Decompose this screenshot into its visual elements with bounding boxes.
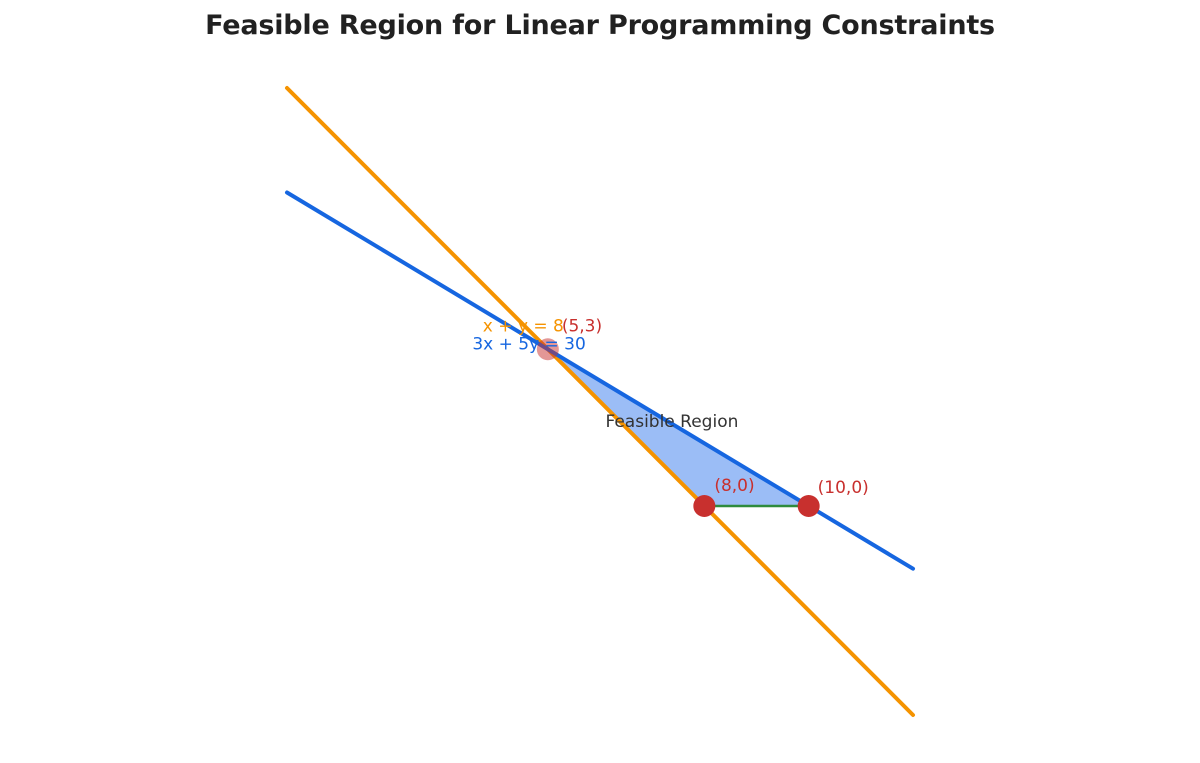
point-label-3: (10,0) [818,478,869,498]
vertex-point-3 [797,495,820,517]
constraint-lines-layer [285,86,915,717]
point-label-2: (8,0) [714,476,754,496]
line-label-2: 3x + 5y = 30 [472,334,586,354]
vertex-point-2 [693,495,716,517]
vertex-point-1 [536,338,559,361]
vertex-points-layer [536,338,820,517]
region-label: Feasible Region [605,412,738,432]
line-label-1: x + y = 8 [483,316,564,336]
constraint-line-2 [285,190,915,571]
chart-title: Feasible Region for Linear Programming C… [205,10,995,41]
constraint-line-1 [285,86,915,717]
labels-layer: x + y = 83x + 5y = 30(5,3) (8,0) (10,0) Fea… [472,316,868,498]
point-label-1: (5,3) [562,316,602,336]
